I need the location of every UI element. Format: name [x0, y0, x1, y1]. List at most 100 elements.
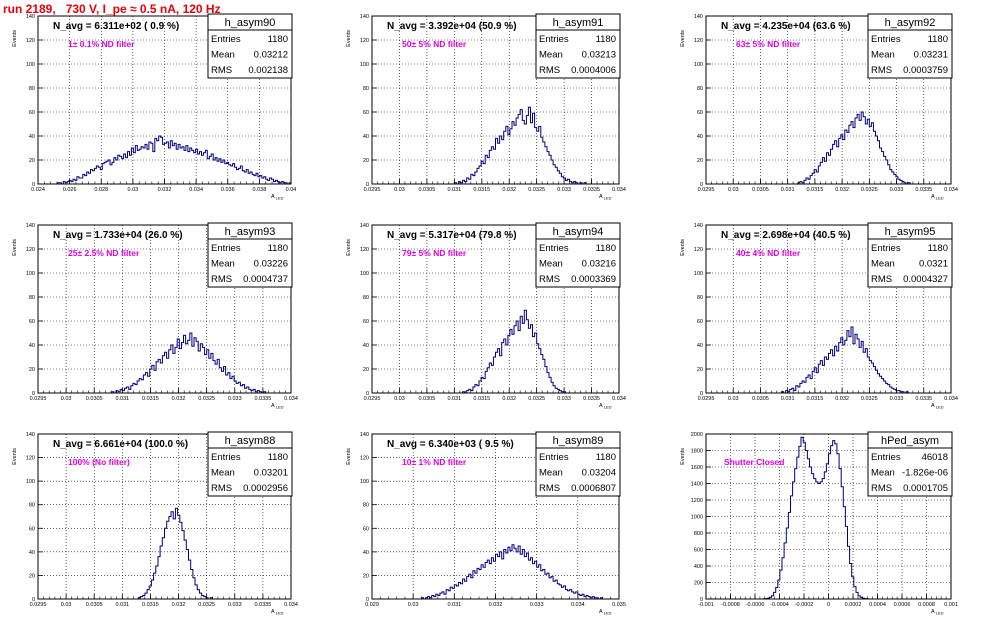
x-axis-title: A LED [931, 609, 944, 616]
y-tick-label: 140 [26, 14, 35, 20]
y-tick-label: 0 [700, 391, 703, 397]
stats-value: 0.0003369 [571, 274, 616, 285]
stats-value: 0.0004006 [571, 65, 616, 76]
y-tick-label: 100 [694, 271, 703, 277]
y-tick-label: 1400 [691, 482, 703, 488]
n-avg-annotation: N_avg = 5.317e+04 (79.8 %) [387, 230, 517, 241]
y-tick-label: 80 [363, 295, 369, 301]
x-tick-label: 0.031 [115, 602, 129, 608]
x-axis-title: A LED [599, 403, 612, 410]
y-tick-label: 20 [363, 158, 369, 164]
y-tick-label: 140 [360, 14, 369, 20]
y-tick-label: 20 [697, 367, 703, 373]
x-tick-label: 0.038 [252, 187, 266, 193]
histogram-bars-h_asym89 [372, 544, 619, 600]
y-tick-label: 80 [29, 295, 35, 301]
stats-label: RMS [211, 65, 232, 76]
stats-label: Mean [211, 468, 235, 479]
y-tick-label: 40 [363, 550, 369, 556]
stats-label: Entries [539, 452, 569, 463]
y-tick-label: 60 [697, 110, 703, 116]
y-tick-label: 100 [26, 479, 35, 485]
x-tick-label: 0.0325 [861, 187, 878, 193]
stats-box [535, 29, 621, 79]
stats-value: 0.0002956 [243, 483, 288, 494]
n-avg-annotation: N_avg = 1.733e+04 (26.0 %) [53, 230, 183, 241]
stats-box [535, 238, 621, 288]
histogram-title: h_asym92 [885, 17, 936, 29]
stats-value: 1180 [268, 452, 288, 463]
y-tick-label: 1200 [691, 498, 703, 504]
y-tick-label: 80 [697, 86, 703, 92]
x-axis-title: A LED [271, 403, 284, 410]
histogram-bars-h_asym95 [706, 326, 951, 394]
y-tick-label: 40 [29, 134, 35, 140]
x-tick-label: -0.0002 [795, 602, 814, 608]
stats-label: Entries [871, 34, 901, 45]
y-tick-label: 0 [366, 597, 369, 603]
x-tick-label: 0.03 [728, 187, 739, 193]
histogram-panel-h_asym88: 0.0295 0.03 0.0305 0.031 0.0315 0.032 0.0325 0.… [12, 431, 298, 616]
y-tick-label: 1800 [691, 449, 703, 455]
histogram-title: h_asym88 [225, 435, 276, 447]
x-tick-label: 0.03 [61, 602, 72, 608]
x-tick-label: -0.001 [698, 602, 714, 608]
x-tick-label: 0.0295 [364, 396, 381, 402]
histogram-panel-h_asym89: 0.029 0.03 0.031 0.032 0.033 0.034 0.035 0 20 40 6… [346, 431, 626, 616]
histogram-title: h_asym94 [553, 226, 604, 238]
y-tick-label: 40 [697, 343, 703, 349]
y-tick-label: 80 [29, 86, 35, 92]
y-tick-label: 80 [363, 503, 369, 509]
x-axis-title-subscript: LED [935, 196, 944, 201]
stats-value: 0.0006807 [571, 483, 616, 494]
n-avg-annotation: N_avg = 4.235e+04 (63.6 %) [721, 21, 851, 32]
y-tick-label: 100 [694, 62, 703, 68]
stats-value: 0.002138 [248, 65, 288, 76]
y-tick-label: 120 [26, 456, 35, 462]
y-tick-label: 60 [363, 526, 369, 532]
x-tick-label: 0.032 [835, 396, 849, 402]
y-axis-title: Events [680, 448, 686, 465]
stats-label: Mean [871, 50, 895, 61]
stats-value: 0.03226 [254, 259, 288, 270]
histogram-title: h_asym91 [553, 17, 604, 29]
x-tick-label: 0.0008 [918, 602, 935, 608]
x-axis-title: A LED [931, 194, 944, 201]
x-tick-label: 0.0335 [254, 602, 271, 608]
x-tick-label: 0.04 [286, 187, 297, 193]
y-tick-label: 200 [694, 581, 703, 587]
x-tick-label: 0.035 [612, 602, 626, 608]
y-tick-label: 100 [26, 62, 35, 68]
x-tick-label: 0.033 [557, 187, 571, 193]
stats-value: 1180 [596, 243, 616, 254]
stats-value: -1.826e-06 [902, 468, 948, 479]
y-axis-title: Events [680, 30, 686, 47]
stats-label: Entries [211, 452, 241, 463]
x-tick-label: -0.0006 [746, 602, 765, 608]
y-tick-label: 20 [29, 158, 35, 164]
x-tick-label: 0.0325 [528, 187, 545, 193]
y-axis-title: Events [12, 30, 18, 47]
y-axis-title: Events [346, 30, 352, 47]
x-tick-label: 0.0335 [915, 396, 932, 402]
stats-value: 0.03213 [582, 50, 616, 61]
filter-annotation: 40± 4% ND filter [736, 248, 801, 258]
x-tick-label: 0.032 [172, 396, 186, 402]
x-tick-label: 0.032 [158, 187, 172, 193]
y-tick-label: 20 [363, 367, 369, 373]
y-tick-label: 0 [366, 182, 369, 188]
histogram-bars-h_asym90 [38, 135, 292, 185]
stats-value: 1180 [928, 34, 948, 45]
y-tick-label: 140 [26, 432, 35, 438]
y-tick-label: 1600 [691, 465, 703, 471]
histogram-panel-h_asym93: 0.0295 0.03 0.0305 0.031 0.0315 0.032 0.0325 0.… [12, 222, 298, 410]
plot-frame [37, 433, 292, 600]
x-tick-label: 0.0006 [894, 602, 911, 608]
x-axis-title: A LED [599, 609, 612, 616]
y-tick-label: 2000 [691, 432, 703, 438]
y-tick-label: 400 [694, 564, 703, 570]
y-tick-label: 120 [26, 247, 35, 253]
stats-value: 0.0001705 [903, 483, 948, 494]
y-tick-label: 80 [697, 295, 703, 301]
